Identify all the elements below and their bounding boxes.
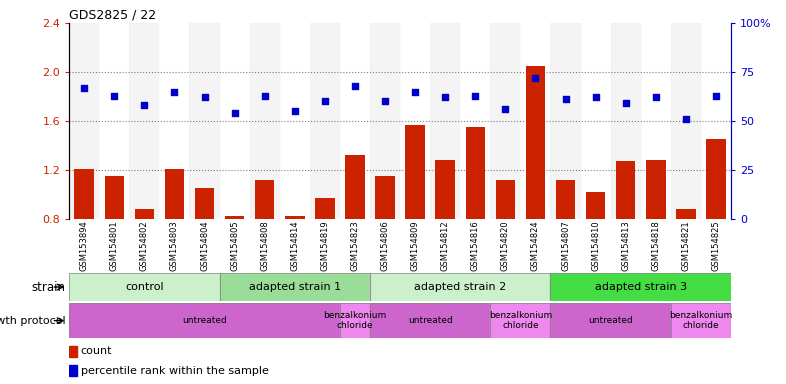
Bar <box>340 303 370 338</box>
Point <box>649 94 662 101</box>
Bar <box>581 23 611 219</box>
Text: benzalkonium
chloride: benzalkonium chloride <box>669 311 733 330</box>
Bar <box>611 23 641 219</box>
Bar <box>69 23 99 219</box>
Bar <box>370 273 550 301</box>
Bar <box>400 23 430 219</box>
Point <box>590 94 602 101</box>
Point <box>138 102 151 108</box>
Point <box>259 93 271 99</box>
Bar <box>526 66 545 317</box>
Point <box>229 110 241 116</box>
Bar <box>375 176 395 317</box>
Text: percentile rank within the sample: percentile rank within the sample <box>81 366 269 376</box>
Bar <box>670 23 701 219</box>
Text: benzalkonium
chloride: benzalkonium chloride <box>489 311 552 330</box>
Bar <box>165 169 184 317</box>
Bar <box>69 273 219 301</box>
Text: GDS2825 / 22: GDS2825 / 22 <box>69 9 156 22</box>
Bar <box>490 303 550 338</box>
Text: count: count <box>81 346 112 356</box>
Text: adapted strain 3: adapted strain 3 <box>595 282 687 292</box>
Point <box>168 89 181 95</box>
Point <box>499 106 512 112</box>
Bar <box>670 303 731 338</box>
Bar <box>280 23 310 219</box>
Bar <box>616 161 635 317</box>
Bar <box>105 176 124 317</box>
Bar <box>465 127 485 317</box>
Bar <box>219 273 370 301</box>
Point <box>409 89 421 95</box>
Bar <box>134 209 154 317</box>
Bar <box>550 303 670 338</box>
Point <box>288 108 301 114</box>
Bar <box>219 23 250 219</box>
Bar <box>310 23 340 219</box>
Point <box>198 94 211 101</box>
Bar <box>345 155 365 317</box>
Bar <box>225 217 244 317</box>
Point <box>560 96 572 103</box>
Bar <box>370 23 400 219</box>
Point <box>619 100 632 106</box>
Point <box>318 98 331 104</box>
Point <box>108 93 120 99</box>
Bar <box>195 188 215 317</box>
Bar <box>315 198 335 317</box>
Point <box>710 93 722 99</box>
Point <box>529 75 542 81</box>
Bar <box>496 180 515 317</box>
Bar <box>406 125 425 317</box>
Bar <box>430 23 461 219</box>
Text: untreated: untreated <box>182 316 227 325</box>
Bar <box>285 217 304 317</box>
Bar <box>520 23 550 219</box>
Bar <box>340 23 370 219</box>
Point <box>78 84 90 91</box>
Bar <box>69 346 77 357</box>
Bar <box>550 23 581 219</box>
Text: untreated: untreated <box>588 316 633 325</box>
Bar <box>461 23 490 219</box>
Bar <box>75 169 94 317</box>
Point <box>379 98 391 104</box>
Point <box>349 83 362 89</box>
Point <box>680 116 692 122</box>
Bar <box>370 303 490 338</box>
Bar <box>69 303 340 338</box>
Text: benzalkonium
chloride: benzalkonium chloride <box>323 311 387 330</box>
Text: control: control <box>125 282 163 292</box>
Text: strain: strain <box>31 281 65 293</box>
Bar <box>160 23 189 219</box>
Bar <box>646 160 666 317</box>
Bar <box>69 365 77 376</box>
Bar <box>706 139 725 317</box>
Bar <box>550 273 731 301</box>
Bar <box>250 23 280 219</box>
Bar <box>556 180 575 317</box>
Bar <box>490 23 520 219</box>
Bar <box>701 23 731 219</box>
Text: untreated: untreated <box>408 316 453 325</box>
Text: adapted strain 2: adapted strain 2 <box>414 282 506 292</box>
Text: growth protocol: growth protocol <box>0 316 65 326</box>
Bar <box>676 209 696 317</box>
Text: adapted strain 1: adapted strain 1 <box>248 282 341 292</box>
Bar <box>189 23 219 219</box>
Bar <box>641 23 670 219</box>
Bar <box>586 192 605 317</box>
Point <box>469 93 482 99</box>
Bar <box>130 23 160 219</box>
Bar <box>435 160 455 317</box>
Point <box>439 94 451 101</box>
Bar <box>99 23 130 219</box>
Bar <box>255 180 274 317</box>
